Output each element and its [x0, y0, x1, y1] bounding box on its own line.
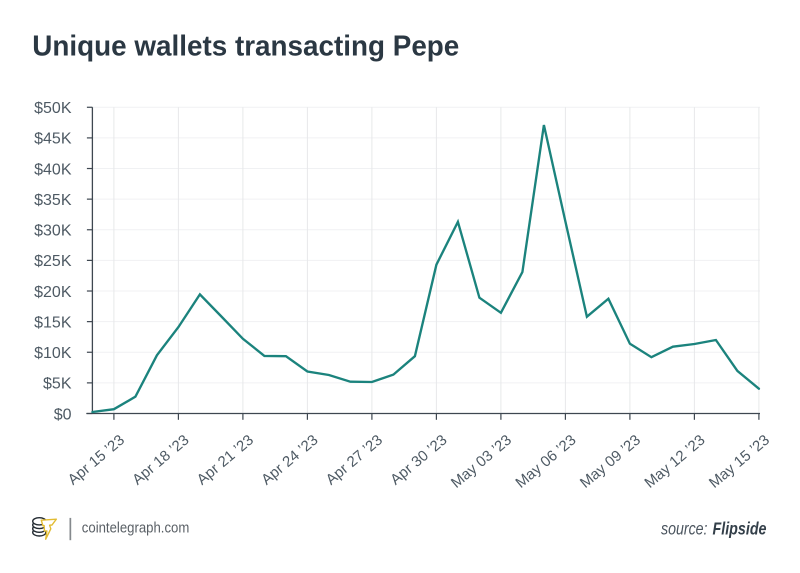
svg-text:$45K: $45K	[34, 131, 72, 148]
svg-text:$25K: $25K	[34, 253, 72, 270]
svg-text:$20K: $20K	[34, 284, 72, 301]
svg-text:$0: $0	[54, 406, 72, 423]
svg-text:Flipside: Flipside	[713, 519, 767, 539]
svg-text:$40K: $40K	[34, 161, 72, 178]
svg-text:source:: source:	[661, 519, 708, 539]
svg-text:$15K: $15K	[34, 314, 72, 331]
svg-text:$50K: $50K	[34, 100, 72, 117]
svg-text:Unique wallets transacting Pep: Unique wallets transacting Pepe	[32, 30, 459, 62]
svg-text:cointelegraph.com: cointelegraph.com	[82, 520, 190, 537]
svg-text:$30K: $30K	[34, 223, 72, 240]
svg-text:$35K: $35K	[34, 192, 72, 209]
svg-text:$5K: $5K	[43, 376, 72, 393]
svg-text:$10K: $10K	[34, 345, 72, 362]
